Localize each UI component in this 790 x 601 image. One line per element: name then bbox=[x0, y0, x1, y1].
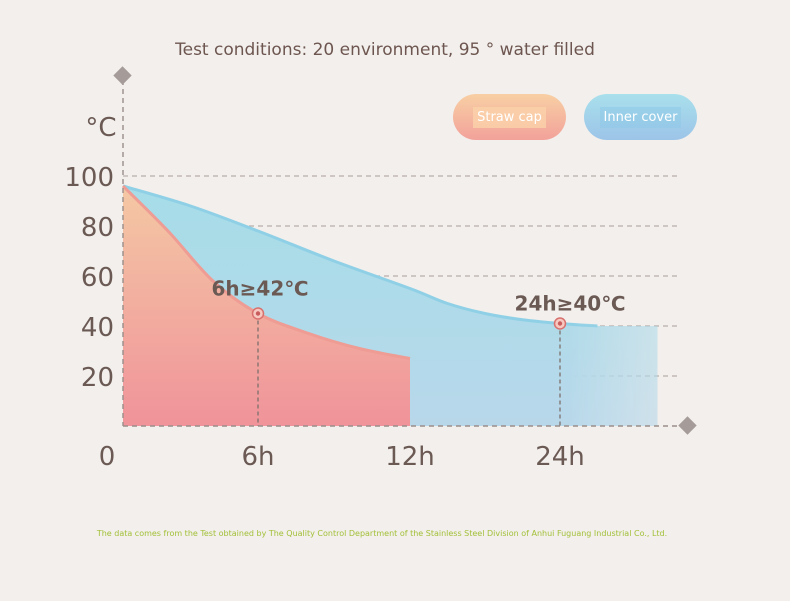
legend-straw-cap: Straw cap bbox=[453, 94, 566, 140]
inner-cover-line bbox=[122, 184, 598, 328]
y-axis-arrow-diamond bbox=[113, 66, 132, 85]
data-source-footnote: The data comes from the Test obtained by… bbox=[96, 529, 668, 538]
y-tick-label: 80 bbox=[81, 213, 114, 243]
x-tick-label: 24h bbox=[535, 442, 585, 472]
x-tick-label: 6h bbox=[241, 442, 274, 472]
y-tick-label: 40 bbox=[81, 313, 114, 343]
annotation-point-center bbox=[255, 311, 261, 316]
y-tick-label: 60 bbox=[81, 263, 114, 293]
legend-straw-cap-label: Straw cap bbox=[473, 106, 546, 128]
legend-inner-cover-label: Inner cover bbox=[599, 106, 682, 128]
x-axis-arrow-diamond bbox=[678, 416, 697, 435]
y-tick-label: 20 bbox=[81, 363, 114, 393]
annotation-point-center bbox=[557, 321, 563, 326]
legend-inner-cover: Inner cover bbox=[584, 94, 697, 140]
straw-cap-area bbox=[123, 186, 410, 426]
y-tick-label: 100 bbox=[64, 163, 114, 193]
x-tick-label: 0 bbox=[99, 442, 116, 472]
y-axis-unit-label: °C bbox=[85, 113, 116, 143]
annotation-label: 24h≥40℃ bbox=[515, 292, 626, 316]
x-tick-label: 12h bbox=[385, 442, 435, 472]
annotation-label: 6h≥42℃ bbox=[212, 277, 309, 301]
chart-title: Test conditions: 20 environment, 95 ° wa… bbox=[175, 40, 595, 60]
